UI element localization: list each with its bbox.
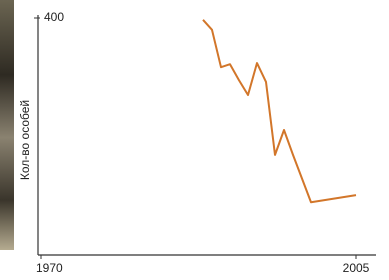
data-line <box>203 20 356 202</box>
x-tick-label: 1970 <box>36 261 63 275</box>
y-tick-label: 400 <box>44 10 64 24</box>
chart: Кол-во особей 400 1970 2005 <box>0 0 389 280</box>
y-axis-label: Кол-во особей <box>18 100 32 180</box>
x-tick-label: 2005 <box>343 261 370 275</box>
page: {"chart_data": {"type": "line", "y_label… <box>0 0 389 280</box>
photo-strip <box>0 0 14 250</box>
